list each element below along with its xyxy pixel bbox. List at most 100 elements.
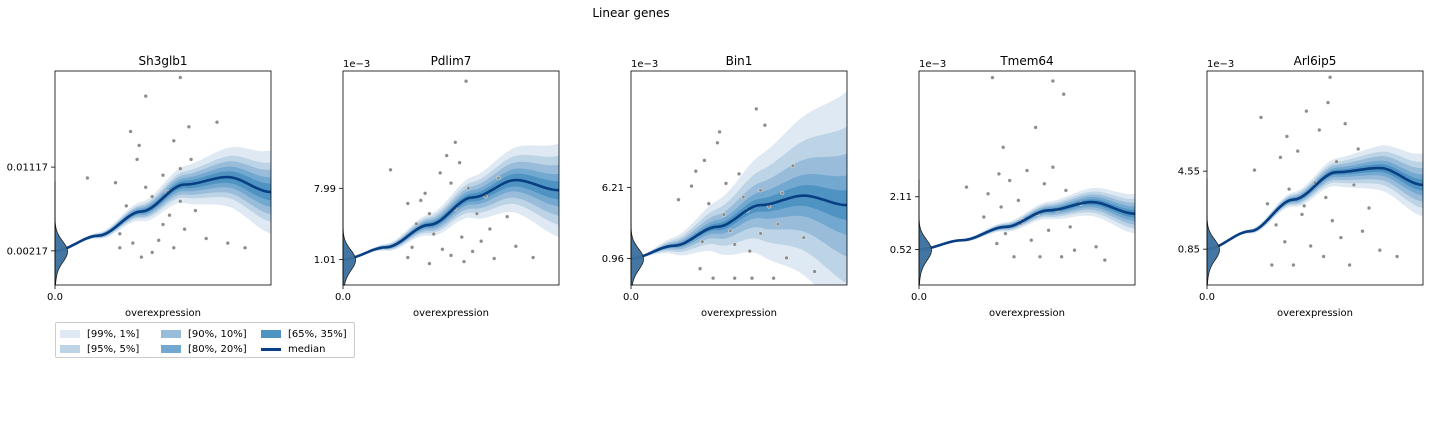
data-point — [1291, 262, 1296, 268]
data-point — [1265, 201, 1270, 206]
y-offset-label: 1e−3 — [343, 59, 370, 70]
band-65 — [631, 185, 847, 259]
data-point — [715, 140, 720, 145]
data-point — [736, 171, 742, 176]
density-violin — [918, 179, 933, 286]
data-point — [414, 221, 419, 226]
data-point — [1029, 238, 1034, 243]
data-point — [1001, 145, 1006, 150]
data-point — [1093, 244, 1099, 249]
axes-frame — [918, 70, 1136, 286]
y-offset-label: 1e−3 — [631, 59, 658, 70]
y-tick-label: 2.11 — [890, 192, 912, 203]
data-point — [1011, 254, 1017, 259]
data-point — [427, 211, 432, 216]
subplot-title: Tmem64 — [999, 54, 1053, 68]
data-point — [113, 180, 118, 185]
data-point — [717, 129, 722, 134]
data-point — [981, 214, 986, 220]
data-point — [985, 191, 991, 196]
data-point — [448, 181, 454, 186]
subplot-title: Bin1 — [726, 54, 753, 68]
legend: [99%, 1%] [95%, 5%] [90%, 10%] [80%, 20%… — [55, 322, 355, 358]
data-point — [728, 228, 733, 233]
data-point — [1286, 187, 1292, 192]
data-point — [998, 204, 1004, 210]
data-point — [423, 191, 428, 196]
data-point — [214, 120, 220, 125]
data-point — [117, 231, 122, 236]
data-point — [1258, 115, 1264, 120]
data-point — [135, 157, 140, 162]
data-point — [1024, 168, 1030, 173]
data-point — [1330, 218, 1335, 223]
data-point — [747, 249, 752, 254]
x-tick-label: 0.0 — [335, 292, 351, 303]
data-point — [1037, 254, 1043, 259]
data-point — [706, 201, 711, 206]
band-80 — [919, 196, 1135, 250]
density-violin — [54, 180, 69, 286]
data-point — [1343, 121, 1348, 126]
median-line — [919, 200, 1135, 251]
legend-swatch-95 — [60, 345, 80, 353]
data-point — [427, 261, 432, 266]
data-point — [1042, 181, 1047, 186]
data-point — [388, 167, 393, 172]
data-point — [1278, 155, 1283, 160]
data-point — [1356, 146, 1361, 152]
data-point — [440, 247, 445, 252]
y-tick-label: 4.55 — [1178, 167, 1200, 178]
data-point — [156, 238, 161, 243]
legend-line-median — [261, 347, 281, 351]
legend-item-99: [99%, 1%] — [60, 327, 139, 341]
band-90 — [919, 194, 1135, 250]
data-point — [418, 198, 423, 203]
x-axis-label: overexpression — [1277, 308, 1353, 319]
legend-item-95: [95%, 5%] — [60, 342, 139, 356]
legend-item-median: median — [261, 342, 326, 356]
y-tick-label: 0.96 — [602, 254, 624, 265]
legend-item-65: [65%, 35%] — [261, 327, 347, 341]
data-point — [994, 241, 999, 246]
data-point — [784, 255, 789, 260]
legend-swatch-65 — [261, 330, 281, 338]
data-point — [496, 175, 501, 181]
subplot-tmem64: Tmem64 1e−3 0.52 2.11 0.0 overexpression — [890, 54, 1136, 319]
data-point — [710, 276, 716, 281]
data-point — [801, 235, 806, 240]
data-point — [676, 197, 681, 202]
data-point — [723, 181, 729, 186]
data-point — [171, 138, 176, 143]
data-point — [1302, 203, 1307, 208]
data-point — [1273, 222, 1279, 227]
axes-frame — [54, 70, 272, 286]
data-point — [124, 203, 129, 208]
axes-frame — [1206, 70, 1424, 286]
data-point — [1050, 165, 1055, 170]
data-point — [1308, 243, 1313, 249]
data-point — [1252, 168, 1257, 173]
data-point — [243, 245, 248, 250]
subplot-title: Sh3glb1 — [138, 54, 187, 68]
data-point — [186, 124, 191, 129]
data-point — [1325, 100, 1331, 105]
x-tick-label: 0.0 — [623, 292, 639, 303]
band-65 — [1207, 164, 1423, 250]
data-point — [513, 244, 518, 249]
data-point — [487, 226, 492, 232]
median-line — [631, 194, 847, 260]
x-axis-label: overexpression — [125, 308, 201, 319]
data-point — [139, 255, 144, 260]
data-point — [479, 239, 484, 244]
data-point — [178, 199, 183, 204]
data-point — [438, 170, 443, 175]
data-point — [1366, 205, 1372, 211]
data-point — [193, 208, 198, 213]
y-tick-label: 0.85 — [1178, 245, 1200, 256]
data-point — [1033, 125, 1038, 130]
data-point — [771, 276, 776, 281]
data-point — [1003, 231, 1008, 236]
data-point — [1282, 239, 1287, 244]
data-point — [1323, 195, 1328, 200]
